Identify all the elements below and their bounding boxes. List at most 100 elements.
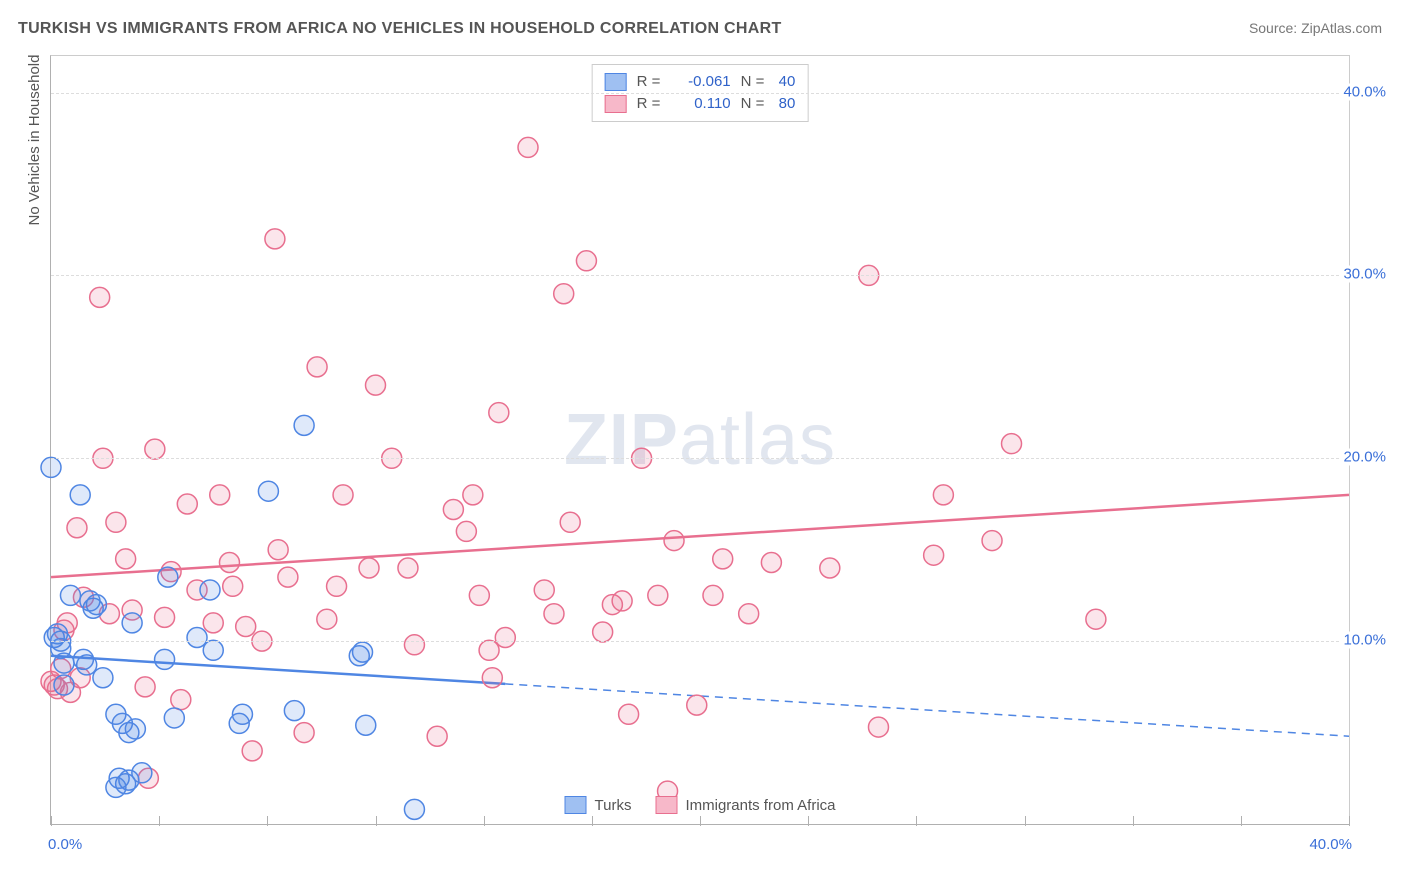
data-point — [366, 375, 386, 395]
r-label-turks: R = — [637, 71, 665, 93]
data-point — [210, 485, 230, 505]
data-point — [404, 635, 424, 655]
data-point — [232, 704, 252, 724]
swatch-turks-bottom — [565, 796, 587, 814]
data-point — [703, 585, 723, 605]
n-value-turks: 40 — [779, 71, 796, 93]
x-tick — [1133, 816, 1134, 826]
chart-title: TURKISH VS IMMIGRANTS FROM AFRICA NO VEH… — [18, 20, 782, 38]
n-value-africa: 80 — [779, 93, 796, 115]
x-tick — [1241, 816, 1242, 826]
legend-label-africa: Immigrants from Africa — [685, 797, 835, 814]
source-label: Source: ZipAtlas.com — [1249, 20, 1382, 36]
legend-label-turks: Turks — [595, 797, 632, 814]
data-point — [619, 704, 639, 724]
data-point — [132, 763, 152, 783]
data-point — [463, 485, 483, 505]
data-point — [1002, 434, 1022, 454]
data-point — [469, 585, 489, 605]
data-point — [60, 585, 80, 605]
data-point — [54, 653, 74, 673]
data-point — [158, 567, 178, 587]
data-point — [664, 531, 684, 551]
data-point — [155, 649, 175, 669]
chart-container: TURKISH VS IMMIGRANTS FROM AFRICA NO VEH… — [0, 0, 1406, 892]
data-point — [77, 655, 97, 675]
data-point — [116, 549, 136, 569]
data-point — [489, 403, 509, 423]
data-point — [41, 457, 61, 477]
data-point — [155, 607, 175, 627]
data-point — [164, 708, 184, 728]
data-point — [219, 553, 239, 573]
data-point — [924, 545, 944, 565]
x-tick — [1025, 816, 1026, 826]
data-point — [122, 613, 142, 633]
data-point — [544, 604, 564, 624]
data-point — [106, 777, 126, 797]
data-point — [593, 622, 613, 642]
data-point — [495, 627, 515, 647]
n-label-turks: N = — [741, 71, 769, 93]
swatch-turks — [605, 73, 627, 91]
bottom-legend: Turks Immigrants from Africa — [557, 796, 844, 814]
x-tick — [916, 816, 917, 826]
data-point — [54, 675, 74, 695]
data-point — [1086, 609, 1106, 629]
data-point — [135, 677, 155, 697]
x-tick — [1349, 816, 1350, 826]
y-tick-label: 30.0% — [1339, 266, 1390, 283]
gridline — [51, 275, 1349, 276]
data-point — [356, 715, 376, 735]
data-point — [145, 439, 165, 459]
data-point — [317, 609, 337, 629]
data-point — [93, 668, 113, 688]
data-point — [648, 585, 668, 605]
gridline — [51, 641, 1349, 642]
x-tick — [700, 816, 701, 826]
legend-item-turks: Turks — [565, 796, 632, 814]
stats-row-turks: R = -0.061 N = 40 — [605, 71, 796, 93]
data-point — [200, 580, 220, 600]
data-point — [479, 640, 499, 660]
x-tick — [51, 816, 52, 826]
data-point — [294, 723, 314, 743]
data-point — [70, 485, 90, 505]
data-point — [868, 717, 888, 737]
data-point — [713, 549, 733, 569]
data-point — [353, 642, 373, 662]
data-point — [125, 719, 145, 739]
data-point — [106, 512, 126, 532]
data-point — [187, 627, 207, 647]
data-point — [294, 415, 314, 435]
x-tick — [592, 816, 593, 826]
data-point — [258, 481, 278, 501]
data-point — [242, 741, 262, 761]
x-tick — [808, 816, 809, 826]
data-point — [761, 553, 781, 573]
data-point — [203, 640, 223, 660]
data-point — [560, 512, 580, 532]
data-point — [236, 617, 256, 637]
x-tick — [376, 816, 377, 826]
r-value-africa: 0.110 — [675, 93, 731, 115]
y-tick-label: 10.0% — [1339, 632, 1390, 649]
data-point — [265, 229, 285, 249]
data-point — [67, 518, 87, 538]
data-point — [612, 591, 632, 611]
r-label-africa: R = — [637, 93, 665, 115]
data-point — [278, 567, 298, 587]
data-point — [307, 357, 327, 377]
data-point — [268, 540, 288, 560]
data-point — [933, 485, 953, 505]
data-point — [171, 690, 191, 710]
data-point — [739, 604, 759, 624]
swatch-africa — [605, 95, 627, 113]
x-min-label: 0.0% — [48, 836, 82, 853]
x-max-label: 40.0% — [1309, 836, 1352, 853]
data-point — [327, 576, 347, 596]
data-point — [576, 251, 596, 271]
x-tick — [267, 816, 268, 826]
data-point — [443, 499, 463, 519]
data-point — [820, 558, 840, 578]
